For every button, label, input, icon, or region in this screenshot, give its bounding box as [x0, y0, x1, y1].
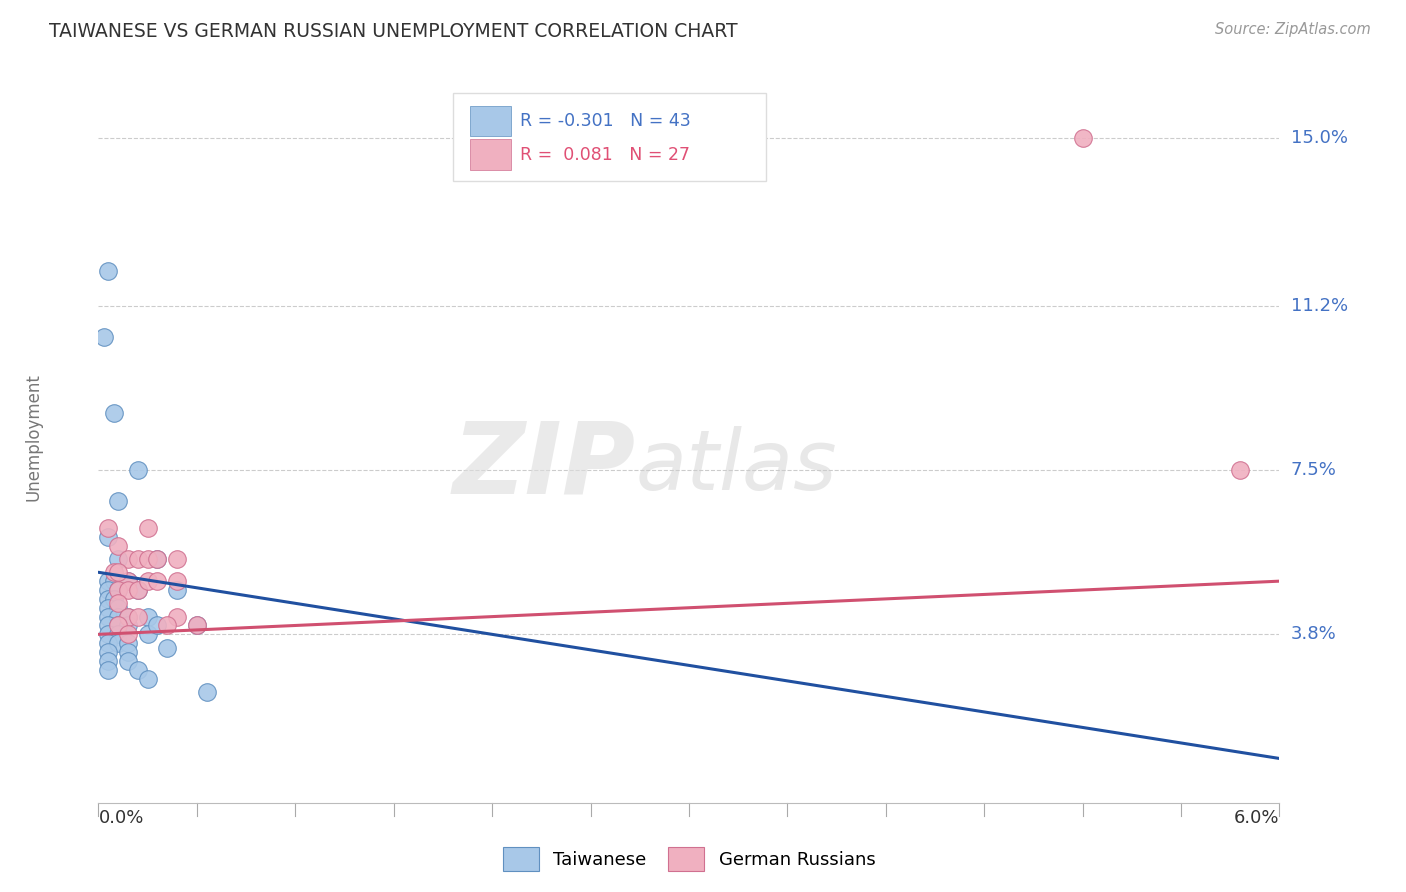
Point	[97, 600, 120, 615]
Point	[127, 582, 149, 597]
Point	[166, 582, 188, 597]
Point	[117, 582, 139, 597]
Point	[166, 609, 188, 624]
Point	[136, 521, 159, 535]
Point	[107, 539, 129, 553]
Point	[127, 663, 149, 677]
FancyBboxPatch shape	[471, 139, 510, 170]
Text: TAIWANESE VS GERMAN RUSSIAN UNEMPLOYMENT CORRELATION CHART: TAIWANESE VS GERMAN RUSSIAN UNEMPLOYMENT…	[49, 22, 738, 41]
Legend: Taiwanese, German Russians: Taiwanese, German Russians	[495, 840, 883, 878]
Point	[97, 521, 120, 535]
Point	[166, 574, 188, 589]
Point	[186, 618, 208, 632]
Text: 6.0%: 6.0%	[1234, 809, 1279, 828]
Point	[107, 596, 129, 610]
Point	[97, 582, 120, 597]
Point	[107, 582, 129, 597]
Point	[103, 566, 125, 580]
Point	[117, 618, 139, 632]
Point	[97, 591, 120, 606]
Point	[97, 627, 120, 641]
Point	[97, 636, 120, 650]
Point	[117, 654, 139, 668]
Point	[107, 566, 129, 580]
Point	[117, 627, 139, 641]
Text: R =  0.081   N = 27: R = 0.081 N = 27	[520, 145, 690, 164]
Point	[117, 574, 139, 589]
Point	[97, 645, 120, 659]
Point	[136, 552, 159, 566]
Point	[195, 685, 218, 699]
Text: Source: ZipAtlas.com: Source: ZipAtlas.com	[1215, 22, 1371, 37]
Point	[146, 618, 169, 632]
FancyBboxPatch shape	[471, 106, 510, 136]
FancyBboxPatch shape	[453, 94, 766, 181]
Text: Unemployment: Unemployment	[24, 373, 42, 501]
Point	[107, 636, 129, 650]
Point	[93, 330, 115, 344]
Point	[136, 609, 159, 624]
Text: 7.5%: 7.5%	[1291, 461, 1337, 479]
Point	[136, 672, 159, 686]
Text: 3.8%: 3.8%	[1291, 625, 1336, 643]
Point	[1071, 131, 1094, 145]
Point	[97, 609, 120, 624]
Point	[107, 552, 129, 566]
Point	[117, 636, 139, 650]
Point	[107, 618, 129, 632]
Point	[103, 406, 125, 420]
Point	[107, 600, 129, 615]
Point	[107, 582, 129, 597]
Point	[146, 552, 169, 566]
Point	[97, 264, 120, 278]
Point	[156, 618, 179, 632]
Point	[186, 618, 208, 632]
Point	[107, 618, 129, 632]
Point	[1229, 463, 1251, 477]
Point	[97, 530, 120, 544]
Point	[107, 627, 129, 641]
Point	[103, 591, 125, 606]
Point	[117, 645, 139, 659]
Point	[127, 609, 149, 624]
Point	[107, 494, 129, 508]
Point	[97, 574, 120, 589]
Point	[97, 618, 120, 632]
Point	[117, 609, 139, 624]
Point	[107, 609, 129, 624]
Text: 15.0%: 15.0%	[1291, 128, 1347, 147]
Point	[127, 463, 149, 477]
Point	[117, 574, 139, 589]
Text: ZIP: ZIP	[453, 417, 636, 515]
Point	[166, 552, 188, 566]
Point	[146, 552, 169, 566]
Point	[103, 574, 125, 589]
Text: 11.2%: 11.2%	[1291, 297, 1348, 315]
Point	[97, 654, 120, 668]
Text: 0.0%: 0.0%	[98, 809, 143, 828]
Text: atlas: atlas	[636, 425, 838, 507]
Point	[97, 663, 120, 677]
Point	[127, 582, 149, 597]
Text: R = -0.301   N = 43: R = -0.301 N = 43	[520, 112, 690, 130]
Point	[136, 574, 159, 589]
Point	[146, 574, 169, 589]
Point	[156, 640, 179, 655]
Point	[117, 609, 139, 624]
Point	[127, 552, 149, 566]
Point	[136, 627, 159, 641]
Point	[117, 552, 139, 566]
